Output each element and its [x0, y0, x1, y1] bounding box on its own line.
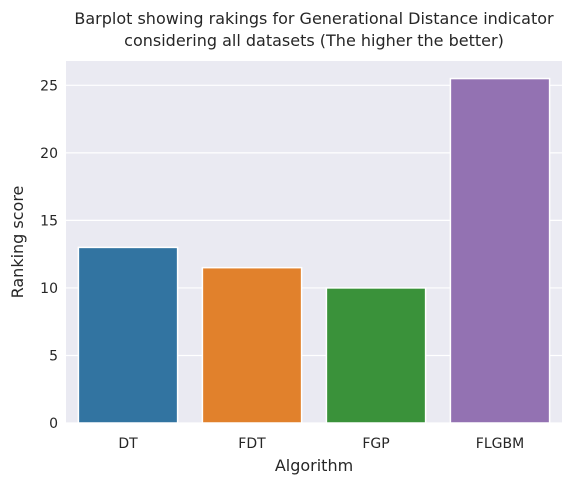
y-tick-label: 25 [40, 78, 58, 94]
x-tick-label: DT [118, 436, 138, 452]
y-tick-label: 10 [40, 281, 58, 297]
x-tick-label: FLGBM [476, 436, 524, 452]
y-tick-label: 5 [49, 348, 58, 364]
chart-title-line-2: considering all datasets (The higher the… [124, 31, 504, 50]
chart-title-line-1: Barplot showing rakings for Generational… [74, 9, 554, 28]
bar-fdt [201, 266, 303, 424]
y-tick-label: 20 [40, 146, 58, 162]
x-tick-label: FDT [238, 436, 266, 452]
y-axis-label: Ranking score [8, 186, 27, 299]
bar-flgbm [449, 77, 551, 424]
x-tick-label: FGP [362, 436, 389, 452]
bar-dt [77, 246, 179, 424]
x-axis-label: Algorithm [275, 456, 353, 475]
bar-fgp [325, 287, 427, 424]
y-tick-label: 15 [40, 213, 58, 229]
y-tick-labels: 0 5 10 15 20 25 [40, 78, 58, 432]
bars [77, 77, 551, 424]
y-tick-label: 0 [49, 416, 58, 432]
x-tick-labels: DT FDT FGP FLGBM [118, 436, 524, 452]
